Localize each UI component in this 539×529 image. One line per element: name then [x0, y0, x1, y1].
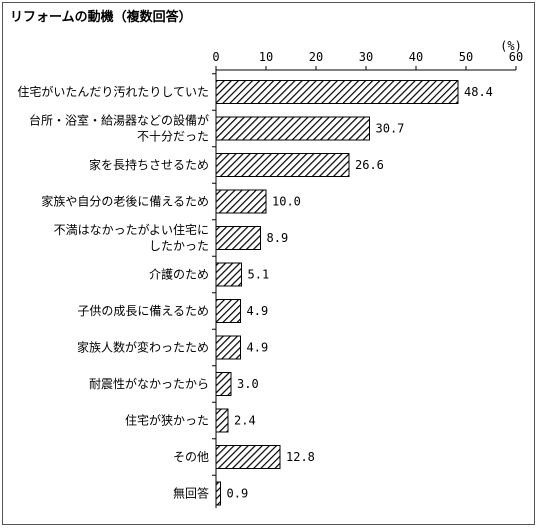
bar-value-label: 10.0: [272, 195, 301, 209]
x-tick-label: 20: [309, 50, 323, 64]
bar: [215, 372, 232, 396]
bar-value-label: 48.4: [464, 85, 493, 99]
bar: [215, 481, 221, 506]
bar: [215, 116, 370, 141]
bar: [215, 262, 242, 287]
x-tick-label: 10: [259, 50, 273, 64]
category-label: 介護のため: [149, 267, 209, 282]
category-label-line: 耐震性がなかったから: [89, 376, 209, 391]
category-label-line: 家を長持ちさせるため: [89, 157, 209, 172]
category-labels: 住宅がいたんだり汚れたりしていた台所・浴室・給湯器などの設備が不十分だった家を長…: [17, 84, 209, 501]
category-label-line: 住宅が狭かった: [125, 413, 209, 428]
x-tick-label: 30: [359, 50, 373, 64]
bar-value-label: 4.9: [247, 341, 269, 355]
category-label: 家を長持ちさせるため: [89, 157, 209, 172]
category-label: 子供の成長に備えるため: [77, 303, 209, 318]
category-label-line: 不十分だった: [137, 130, 209, 144]
category-label-line: その他: [173, 450, 209, 464]
bar-value-label: 2.4: [234, 414, 256, 428]
bar-value-label: 5.1: [248, 268, 270, 282]
category-label: 耐震性がなかったから: [89, 376, 209, 391]
category-label-line: 介護のため: [149, 267, 209, 282]
bar: [215, 299, 241, 323]
bar-value-label: 3.0: [237, 377, 259, 391]
category-label: 住宅がいたんだり汚れたりしていた: [17, 84, 209, 99]
category-label: 台所・浴室・給湯器などの設備が不十分だった: [29, 113, 209, 144]
category-label-line: 住宅がいたんだり汚れたりしていた: [17, 84, 209, 99]
bar: [215, 189, 267, 214]
bar: [215, 153, 350, 177]
category-label: 住宅が狭かった: [125, 413, 209, 428]
category-label: 無回答: [173, 486, 209, 501]
category-label-line: 無回答: [173, 486, 209, 501]
category-label-line: 家族人数が変わったため: [77, 340, 209, 355]
axis-unit-label: (%): [500, 39, 522, 53]
bar: [215, 226, 261, 250]
bar-value-label: 26.6: [355, 158, 384, 172]
bar-value-label: 8.9: [267, 231, 289, 245]
category-label: 家族や自分の老後に備えるため: [41, 194, 209, 209]
x-tick-label: 60: [509, 50, 523, 64]
bar: [215, 408, 229, 433]
category-label-line: 不満はなかったがよい住宅に: [54, 222, 209, 237]
category-label: その他: [173, 450, 209, 464]
bar-value-label: 12.8: [286, 450, 315, 464]
category-label-line: 子供の成長に備えるため: [77, 303, 209, 318]
x-axis: 0 10 20 30 40 50 60(%): [212, 39, 523, 508]
x-tick-label: 0: [212, 50, 219, 64]
x-tick-label: 50: [459, 50, 473, 64]
category-label: 不満はなかったがよい住宅にしたかった: [54, 222, 209, 253]
chart-title: リフォームの動機（複数回答）: [10, 10, 192, 25]
bar-value-label: 4.9: [247, 304, 269, 318]
category-label: 家族人数が変わったため: [77, 340, 209, 355]
bar: [215, 445, 281, 469]
bar: [215, 335, 241, 360]
bar: [215, 80, 459, 104]
bars: 48.4 30.7 26.6 10.0 8.9 5.1 4.9 4.9 3.0 2.4 12.8 0.…: [215, 80, 493, 506]
category-label-line: したかった: [149, 239, 209, 253]
x-tick-label: 40: [409, 50, 423, 64]
category-label-line: 台所・浴室・給湯器などの設備が: [29, 113, 209, 128]
bar-value-label: 30.7: [376, 122, 405, 136]
category-label-line: 家族や自分の老後に備えるため: [41, 194, 209, 209]
bar-value-label: 0.9: [227, 487, 249, 501]
